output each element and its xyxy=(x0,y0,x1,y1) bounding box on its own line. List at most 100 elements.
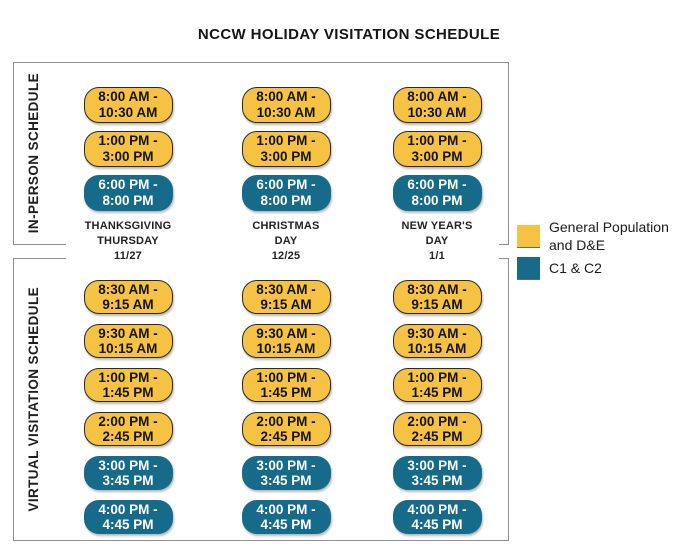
time-slot-pill: 1:00 PM - 1:45 PM xyxy=(241,368,331,402)
day-name-line1: NEW YEAR'S xyxy=(401,220,473,232)
legend-item-c1-c2: C1 & C2 xyxy=(517,257,689,279)
time-slot-line2: 10:15 AM xyxy=(407,340,467,356)
time-slot-line1: 8:00 AM - xyxy=(256,89,316,104)
time-slot-line2: 3:00 PM xyxy=(411,149,463,164)
time-slot-line1: 8:00 AM - xyxy=(407,89,467,104)
time-slot-line2: 3:45 PM xyxy=(102,472,154,488)
virtual-section-label-wrap: VIRTUAL VISITATION SCHEDULE xyxy=(18,258,48,541)
in-person-section-label-wrap: IN-PERSON SCHEDULE xyxy=(18,62,48,245)
legend-label: C1 & C2 xyxy=(549,260,602,276)
time-slot-line1: 1:00 PM - xyxy=(98,133,158,148)
time-slot-line1: 1:00 PM - xyxy=(98,369,158,385)
time-slot-line1: 1:00 PM - xyxy=(256,369,316,385)
time-slot-line2: 4:45 PM xyxy=(411,516,463,532)
time-slot-pill: 6:00 PM - 8:00 PM xyxy=(241,175,331,211)
time-slot-line1: 4:00 PM - xyxy=(256,501,316,517)
day-label-christmas: CHRISTMAS DAY 12/25 xyxy=(224,219,348,264)
time-slot-line2: 10:15 AM xyxy=(256,340,316,356)
time-slot-line2: 9:15 AM xyxy=(260,296,312,312)
time-slot-line1: 9:30 AM - xyxy=(407,325,467,341)
time-slot-line2: 10:30 AM xyxy=(256,105,316,120)
time-slot-line2: 4:45 PM xyxy=(260,516,312,532)
time-slot-line1: 1:00 PM - xyxy=(407,133,467,148)
day-date: 1/1 xyxy=(429,250,445,262)
time-slot-line2: 10:30 AM xyxy=(407,105,467,120)
time-slot-line1: 2:00 PM - xyxy=(407,413,467,429)
day-name-line2: DAY xyxy=(274,235,298,247)
time-slot-line2: 3:45 PM xyxy=(260,472,312,488)
day-name-line1: CHRISTMAS xyxy=(252,220,320,232)
time-slot-pill: 8:00 AM - 10:30 AM xyxy=(241,87,331,123)
time-slot-pill: 8:30 AM - 9:15 AM xyxy=(83,280,173,314)
time-slot-pill: 8:30 AM - 9:15 AM xyxy=(241,280,331,314)
time-slot-line2: 9:15 AM xyxy=(411,296,463,312)
time-slot-pill: 4:00 PM - 4:45 PM xyxy=(392,500,482,534)
time-slot-pill: 8:00 AM - 10:30 AM xyxy=(392,87,482,123)
time-slot-line2: 3:00 PM xyxy=(260,149,312,164)
time-slot-line1: 3:00 PM - xyxy=(407,457,467,473)
time-slot-pill: 3:00 PM - 3:45 PM xyxy=(392,456,482,490)
time-slot-line1: 6:00 PM - xyxy=(407,177,467,192)
time-slot-line2: 8:00 PM xyxy=(411,193,463,208)
time-slot-pill: 1:00 PM - 1:45 PM xyxy=(392,368,482,402)
time-slot-line2: 10:15 AM xyxy=(98,340,158,356)
time-slot-line2: 8:00 PM xyxy=(260,193,312,208)
legend-label: General Population and D&E xyxy=(549,219,669,253)
in-person-section-label: IN-PERSON SCHEDULE xyxy=(25,73,41,234)
page-title: NCCW HOLIDAY VISITATION SCHEDULE xyxy=(197,26,501,43)
time-slot-pill: 1:00 PM - 3:00 PM xyxy=(392,131,482,167)
time-slot-line2: 2:45 PM xyxy=(260,428,312,444)
time-slot-pill: 9:30 AM - 10:15 AM xyxy=(241,324,331,358)
time-slot-pill: 9:30 AM - 10:15 AM xyxy=(83,324,173,358)
day-label-thanksgiving: THANKSGIVING THURSDAY 11/27 xyxy=(66,219,190,264)
time-slot-pill: 8:00 AM - 10:30 AM xyxy=(83,87,173,123)
time-slot-pill: 8:30 AM - 9:15 AM xyxy=(392,280,482,314)
time-slot-line1: 6:00 PM - xyxy=(98,177,158,192)
in-person-column-new-years: 8:00 AM - 10:30 AM 1:00 PM - 3:00 PM 6:0… xyxy=(382,87,492,211)
day-name-line2: DAY xyxy=(425,235,449,247)
legend: General Population and D&E C1 & C2 xyxy=(517,218,689,282)
time-slot-line1: 6:00 PM - xyxy=(256,177,316,192)
time-slot-line1: 3:00 PM - xyxy=(98,457,158,473)
virtual-column-thanksgiving: 8:30 AM - 9:15 AM 9:30 AM - 10:15 AM 1:0… xyxy=(73,280,183,534)
time-slot-line2: 2:45 PM xyxy=(102,428,154,444)
time-slot-line1: 9:30 AM - xyxy=(98,325,158,341)
day-date: 11/27 xyxy=(114,250,142,262)
time-slot-pill: 1:00 PM - 3:00 PM xyxy=(241,131,331,167)
time-slot-pill: 2:00 PM - 2:45 PM xyxy=(392,412,482,446)
virtual-section-label: VIRTUAL VISITATION SCHEDULE xyxy=(25,287,41,512)
time-slot-pill: 9:30 AM - 10:15 AM xyxy=(392,324,482,358)
time-slot-line1: 8:30 AM - xyxy=(256,281,316,297)
time-slot-line2: 3:00 PM xyxy=(102,149,154,164)
day-label-new-years: NEW YEAR'S DAY 1/1 xyxy=(375,219,499,264)
time-slot-pill: 4:00 PM - 4:45 PM xyxy=(241,500,331,534)
day-name-line2: THURSDAY xyxy=(97,235,159,247)
c1-c2-swatch xyxy=(517,257,540,279)
day-name-line1: THANKSGIVING xyxy=(84,220,172,232)
day-date: 12/25 xyxy=(271,250,301,262)
time-slot-line1: 9:30 AM - xyxy=(256,325,316,341)
time-slot-pill: 6:00 PM - 8:00 PM xyxy=(392,175,482,211)
time-slot-pill: 3:00 PM - 3:45 PM xyxy=(83,456,173,490)
time-slot-line2: 2:45 PM xyxy=(411,428,463,444)
time-slot-line2: 3:45 PM xyxy=(411,472,463,488)
time-slot-line1: 8:00 AM - xyxy=(98,89,158,104)
time-slot-pill: 1:00 PM - 1:45 PM xyxy=(83,368,173,402)
time-slot-line1: 3:00 PM - xyxy=(256,457,316,473)
in-person-column-thanksgiving: 8:00 AM - 10:30 AM 1:00 PM - 3:00 PM 6:0… xyxy=(73,87,183,211)
time-slot-pill: 4:00 PM - 4:45 PM xyxy=(83,500,173,534)
time-slot-pill: 2:00 PM - 2:45 PM xyxy=(83,412,173,446)
time-slot-pill: 3:00 PM - 3:45 PM xyxy=(241,456,331,490)
time-slot-line1: 8:30 AM - xyxy=(98,281,158,297)
legend-item-general-population: General Population and D&E xyxy=(517,218,689,254)
time-slot-pill: 1:00 PM - 3:00 PM xyxy=(83,131,173,167)
time-slot-line1: 2:00 PM - xyxy=(98,413,158,429)
time-slot-pill: 2:00 PM - 2:45 PM xyxy=(241,412,331,446)
time-slot-line2: 9:15 AM xyxy=(102,296,154,312)
time-slot-line2: 4:45 PM xyxy=(102,516,154,532)
time-slot-pill: 6:00 PM - 8:00 PM xyxy=(83,175,173,211)
time-slot-line1: 8:30 AM - xyxy=(407,281,467,297)
time-slot-line1: 1:00 PM - xyxy=(407,369,467,385)
virtual-column-new-years: 8:30 AM - 9:15 AM 9:30 AM - 10:15 AM 1:0… xyxy=(382,280,492,534)
